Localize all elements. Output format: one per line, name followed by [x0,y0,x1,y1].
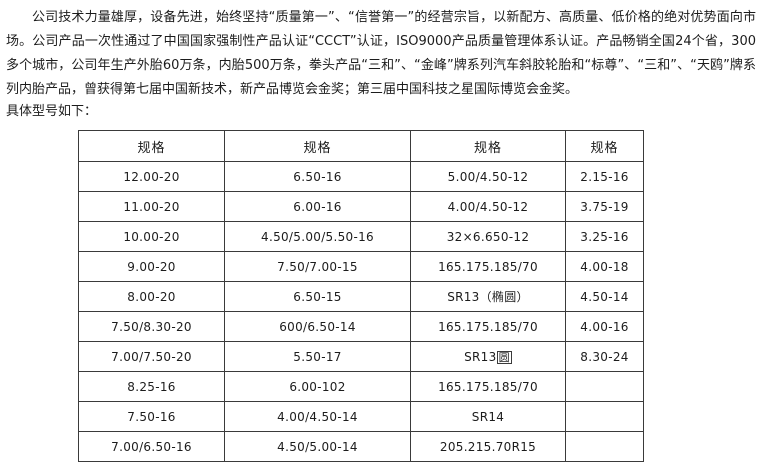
table-row: 11.00-20 6.00-16 4.00/4.50-12 3.75-19 [78,191,644,222]
table-cell: 4.00-16 [565,311,644,342]
table-row: 8.00-20 6.50-15 SR13（椭圆） 4.50-14 [78,281,644,312]
table-header-row: 规格 规格 规格 规格 [78,130,644,162]
table-cell: SR13（椭圆） [410,281,566,312]
table-cell: 5.50-17 [224,341,411,372]
table-cell: 11.00-20 [78,191,225,222]
table-row: 7.00/7.50-20 5.50-17 SR13 圆 8.30-24 [78,341,644,372]
table-cell: 8.30-24 [565,341,644,372]
table-cell [565,371,644,402]
table-cell: 3.75-19 [565,191,644,222]
spec-table-container: 规格 规格 规格 规格 12.00-20 6.50-16 5.00/4.50-12 2… [78,130,644,462]
table-row: 7.50-16 4.00/4.50-14 SR14 [78,401,644,432]
table-cell: 4.50-14 [565,281,644,312]
lead-line: 具体型号如下： [6,104,98,119]
table-cell: 7.00/7.50-20 [78,341,225,372]
table-cell: 165.175.185/70 [410,371,566,402]
table-row: 7.50/8.30-20 600/6.50-14 165.175.185/70 4.0… [78,311,644,342]
table-cell: 7.50/7.00-15 [224,251,411,282]
table-cell: 8.25-16 [78,371,225,402]
table-cell: 8.00-20 [78,281,225,312]
intro-paragraph: 公司技术力量雄厚，设备先进，始终坚持“质量第一”、“信誉第一”的经营宗旨，以新配… [6,10,756,97]
table-cell: SR14 [410,401,566,432]
table-row: 7.00/6.50-16 4.50/5.00-14 205.215.70R15 [78,431,644,462]
table-cell: 7.50/8.30-20 [78,311,225,342]
table-cell: 4.50/5.00/5.50-16 [224,221,411,252]
table-cell: 7.50-16 [78,401,225,432]
table-cell: 7.00/6.50-16 [78,431,225,462]
column-header-4: 规格 [565,130,644,162]
column-header-2: 规格 [224,130,411,162]
table-cell: 165.175.185/70 [410,311,566,342]
table-row: 12.00-20 6.50-16 5.00/4.50-12 2.15-16 [78,161,644,192]
table-cell: 6.50-15 [224,281,411,312]
table-cell: 6.50-16 [224,161,411,192]
table-cell: 4.00-18 [565,251,644,282]
table-cell: 6.00-16 [224,191,411,222]
table-cell: 600/6.50-14 [224,311,411,342]
table-cell [565,431,644,462]
table-cell: 165.175.185/70 [410,251,566,282]
table-cell: 5.00/4.50-12 [410,161,566,192]
table-cell: 205.215.70R15 [410,431,566,462]
table-row: 8.25-16 6.00-102 165.175.185/70 [78,371,644,402]
table-cell: 4.00/4.50-12 [410,191,566,222]
table-cell: 6.00-102 [224,371,411,402]
table-cell: 3.25-16 [565,221,644,252]
column-header-1: 规格 [78,130,225,162]
table-cell: 4.50/5.00-14 [224,431,411,462]
spec-table: 规格 规格 规格 规格 12.00-20 6.50-16 5.00/4.50-12 2… [78,130,644,462]
table-row: 9.00-20 7.50/7.00-15 165.175.185/70 4.00-18 [78,251,644,282]
spec-table-body: 12.00-20 6.50-16 5.00/4.50-12 2.15-16 11.00-… [78,161,644,462]
table-cell: SR13 圆 [410,341,566,372]
table-cell: 4.00/4.50-14 [224,401,411,432]
spec-table-head: 规格 规格 规格 规格 [78,130,644,162]
intro-paragraph-block: 公司技术力量雄厚，设备先进，始终坚持“质量第一”、“信誉第一”的经营宗旨，以新配… [6,6,756,102]
table-cell: 10.00-20 [78,221,225,252]
table-cell [565,401,644,432]
table-cell: 2.15-16 [565,161,644,192]
table-cell: 32×6.650-12 [410,221,566,252]
table-cell: 9.00-20 [78,251,225,282]
column-header-3: 规格 [410,130,566,162]
boxed-character: 圆 [496,350,512,364]
table-row: 10.00-20 4.50/5.00/5.50-16 32×6.650-12 3.25… [78,221,644,252]
table-cell: 12.00-20 [78,161,225,192]
